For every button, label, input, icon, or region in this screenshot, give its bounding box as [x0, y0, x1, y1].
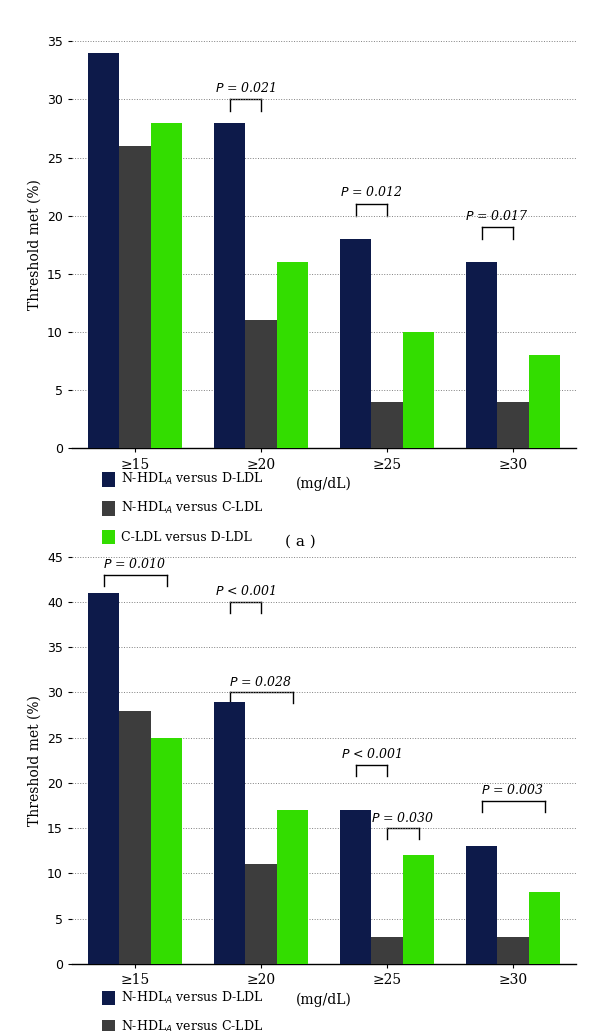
Bar: [151, 738, 182, 964]
Text: $P$ = 0.003: $P$ = 0.003: [481, 784, 545, 797]
Text: N-HDL$_A$ versus D-LDL: N-HDL$_A$ versus D-LDL: [121, 990, 264, 1006]
Text: $P$ = 0.017: $P$ = 0.017: [466, 208, 529, 223]
Bar: [340, 810, 371, 964]
Bar: [88, 593, 119, 964]
X-axis label: (mg/dL): (mg/dL): [296, 477, 352, 492]
Bar: [371, 937, 403, 964]
Bar: [340, 239, 371, 448]
Text: ( a ): ( a ): [284, 534, 316, 548]
Text: $P$ = 0.030: $P$ = 0.030: [371, 810, 434, 825]
Bar: [466, 846, 497, 964]
Bar: [403, 332, 434, 448]
Bar: [529, 356, 560, 448]
Bar: [119, 146, 151, 448]
Bar: [245, 864, 277, 964]
Bar: [497, 402, 529, 448]
Bar: [466, 262, 497, 448]
Bar: [88, 53, 119, 448]
Bar: [277, 810, 308, 964]
Bar: [371, 402, 403, 448]
Text: N-HDL$_A$ versus C-LDL: N-HDL$_A$ versus C-LDL: [121, 500, 263, 517]
Bar: [497, 937, 529, 964]
Bar: [245, 321, 277, 448]
Bar: [151, 123, 182, 448]
Text: $P$ < 0.001: $P$ < 0.001: [215, 585, 276, 598]
Text: $P$ = 0.021: $P$ = 0.021: [215, 80, 276, 95]
Bar: [277, 262, 308, 448]
Bar: [214, 701, 245, 964]
Bar: [403, 856, 434, 964]
Y-axis label: Threshold met (%): Threshold met (%): [28, 695, 41, 826]
Bar: [529, 892, 560, 964]
X-axis label: (mg/dL): (mg/dL): [296, 993, 352, 1007]
Y-axis label: Threshold met (%): Threshold met (%): [28, 179, 41, 310]
Text: C-LDL versus D-LDL: C-LDL versus D-LDL: [121, 531, 252, 543]
Text: $P$ = 0.012: $P$ = 0.012: [340, 186, 403, 199]
Text: $P$ < 0.001: $P$ < 0.001: [341, 747, 402, 761]
Text: $P$ = 0.010: $P$ = 0.010: [103, 557, 167, 571]
Bar: [119, 710, 151, 964]
Text: N-HDL$_A$ versus C-LDL: N-HDL$_A$ versus C-LDL: [121, 1019, 263, 1031]
Bar: [214, 123, 245, 448]
Text: $P$ = 0.028: $P$ = 0.028: [229, 675, 293, 689]
Text: N-HDL$_A$ versus D-LDL: N-HDL$_A$ versus D-LDL: [121, 471, 264, 488]
